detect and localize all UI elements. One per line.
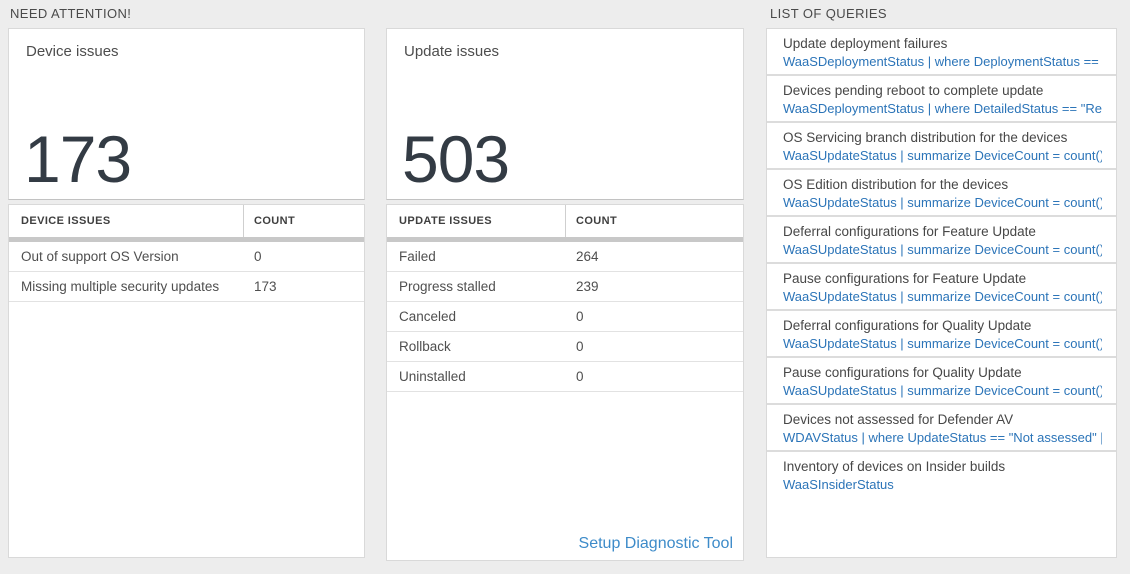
row-label: Uninstalled (399, 369, 466, 384)
row-count: 0 (576, 309, 584, 324)
query-list-item[interactable]: Deferral configurations for Feature Upda… (767, 215, 1116, 262)
row-count: 0 (576, 369, 584, 384)
row-label: Progress stalled (399, 279, 496, 294)
table-row[interactable]: Rollback 0 (387, 332, 743, 362)
row-count: 173 (254, 279, 277, 294)
device-issues-card-title: Device issues (26, 43, 119, 60)
query-text-link[interactable]: WaaSDeploymentStatus | where DetailedSta… (783, 101, 1102, 116)
query-text-link[interactable]: WaaSUpdateStatus | summarize DeviceCount… (783, 242, 1102, 257)
row-label: Missing multiple security updates (21, 279, 220, 294)
device-issues-table-header: DEVICE ISSUES COUNT (9, 205, 364, 237)
query-list-item[interactable]: Devices pending reboot to complete updat… (767, 74, 1116, 121)
table-header-divider-bar (9, 237, 364, 242)
column-header-update-issues: UPDATE ISSUES (387, 205, 566, 237)
query-text-link[interactable]: WaaSUpdateStatus | summarize DeviceCount… (783, 195, 1102, 210)
query-text-link[interactable]: WaaSUpdateStatus | summarize DeviceCount… (783, 336, 1102, 351)
query-list-item[interactable]: Inventory of devices on Insider builds Wa… (767, 450, 1116, 497)
need-attention-section-header: NEED ATTENTION! (10, 6, 132, 21)
query-text-link[interactable]: WaaSInsiderStatus (783, 477, 894, 492)
query-list-item[interactable]: Update deployment failures WaaSDeployment… (767, 29, 1116, 74)
row-label: Canceled (399, 309, 457, 324)
query-text-link[interactable]: WDAVStatus | where UpdateStatus == "Not … (783, 430, 1102, 445)
table-row[interactable]: Missing multiple security updates 173 (9, 272, 364, 302)
row-label: Rollback (399, 339, 451, 354)
device-issues-count: 173 (24, 122, 132, 196)
row-count: 0 (576, 339, 584, 354)
row-label: Failed (399, 249, 436, 264)
query-text-link[interactable]: WaaSDeploymentStatus | where DeploymentS… (783, 54, 1102, 69)
query-text-link[interactable]: WaaSUpdateStatus | summarize DeviceCount… (783, 383, 1102, 398)
query-list-item[interactable]: OS Servicing branch distribution for the… (767, 121, 1116, 168)
table-row[interactable]: Uninstalled 0 (387, 362, 743, 392)
query-title: OS Edition distribution for the devices (783, 177, 1009, 192)
query-text-link[interactable]: WaaSUpdateStatus | summarize DeviceCount… (783, 289, 1102, 304)
queries-panel: Update deployment failures WaaSDeployment… (766, 28, 1117, 558)
setup-diagnostic-tool-link[interactable]: Setup Diagnostic Tool (578, 535, 733, 552)
list-of-queries-section-header: LIST OF QUERIES (770, 6, 888, 21)
update-issues-table-body: Failed 264 Progress stalled 239 Canceled 0 Rol… (387, 242, 743, 392)
device-issues-table-body: Out of support OS Version 0 Missing multip… (9, 242, 364, 302)
query-title: Inventory of devices on Insider builds (783, 459, 1006, 474)
update-issues-card[interactable]: Update issues 503 (386, 28, 744, 200)
query-title: Devices not assessed for Defender AV (783, 412, 1014, 427)
update-issues-table-header: UPDATE ISSUES COUNT (387, 205, 743, 237)
query-list-item[interactable]: Pause configurations for Quality Update W… (767, 356, 1116, 403)
query-title: Pause configurations for Feature Update (783, 271, 1027, 286)
table-row[interactable]: Failed 264 (387, 242, 743, 272)
column-header-count: COUNT (576, 215, 618, 227)
query-title: Update deployment failures (783, 36, 948, 51)
row-count: 239 (576, 279, 599, 294)
query-list-item[interactable]: Pause configurations for Feature Update W… (767, 262, 1116, 309)
row-label: Out of support OS Version (21, 249, 179, 264)
column-header-count: COUNT (254, 215, 296, 227)
column-header-device-issues: DEVICE ISSUES (9, 205, 244, 237)
update-issues-card-title: Update issues (404, 43, 500, 60)
query-list-item[interactable]: OS Edition distribution for the devices W… (767, 168, 1116, 215)
update-issues-count: 503 (402, 122, 510, 196)
device-issues-card[interactable]: Device issues 173 (8, 28, 365, 200)
query-text-link[interactable]: WaaSUpdateStatus | summarize DeviceCount… (783, 148, 1102, 163)
table-row[interactable]: Out of support OS Version 0 (9, 242, 364, 272)
table-row[interactable]: Progress stalled 239 (387, 272, 743, 302)
query-title: Deferral configurations for Feature Upda… (783, 224, 1036, 239)
query-title: Deferral configurations for Quality Upda… (783, 318, 1032, 333)
query-title: Devices pending reboot to complete updat… (783, 83, 1044, 98)
table-header-divider-bar (387, 237, 743, 242)
row-count: 264 (576, 249, 599, 264)
table-row[interactable]: Canceled 0 (387, 302, 743, 332)
device-issues-table: DEVICE ISSUES COUNT Out of support OS Ve… (8, 204, 365, 558)
query-list-item[interactable]: Devices not assessed for Defender AV WDAV… (767, 403, 1116, 450)
row-count: 0 (254, 249, 262, 264)
query-list-item[interactable]: Deferral configurations for Quality Upda… (767, 309, 1116, 356)
update-issues-table: UPDATE ISSUES COUNT Failed 264 Progress st… (386, 204, 744, 561)
query-title: OS Servicing branch distribution for the… (783, 130, 1068, 145)
query-title: Pause configurations for Quality Update (783, 365, 1022, 380)
